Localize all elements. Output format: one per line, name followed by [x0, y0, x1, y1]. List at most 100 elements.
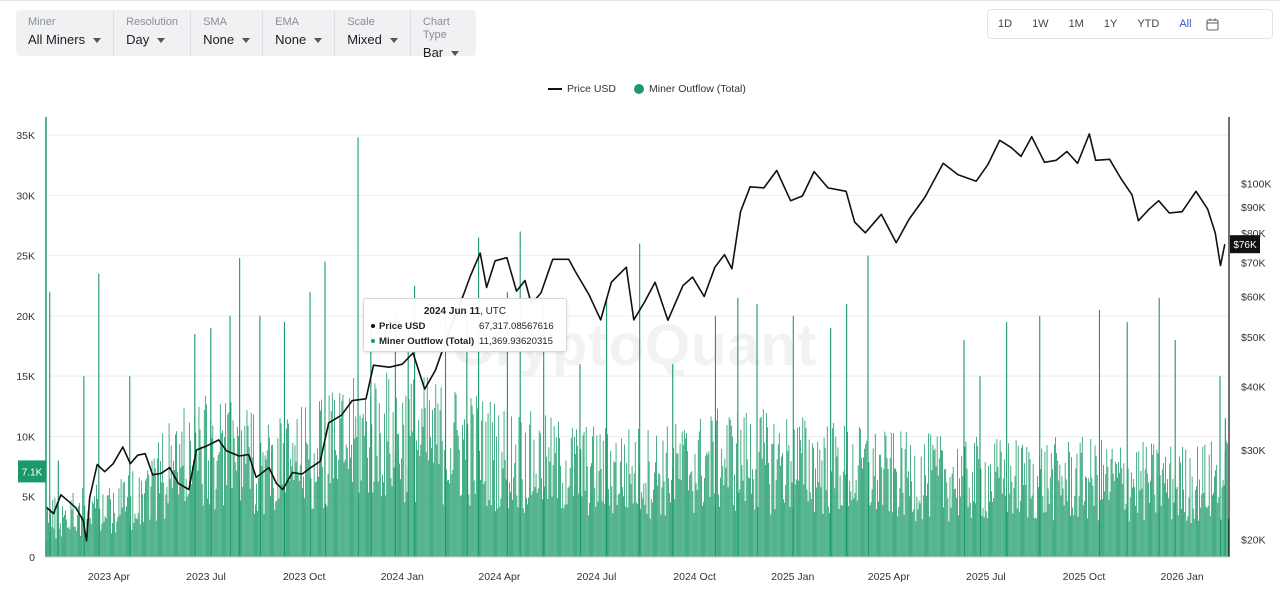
outflow-bar — [986, 518, 988, 557]
outflow-bar — [485, 421, 487, 557]
outflow-bar — [743, 417, 745, 557]
outflow-bar — [286, 428, 287, 557]
outflow-bar — [742, 480, 744, 557]
outflow-spike-bar — [283, 321, 285, 557]
range-all-button[interactable]: All — [1179, 18, 1192, 30]
filter-miner[interactable]: Miner All Miners — [16, 10, 115, 56]
outflow-bar — [472, 414, 474, 557]
outflow-bar — [566, 504, 568, 557]
outflow-bar — [536, 492, 538, 557]
outflow-bar — [274, 509, 276, 557]
outflow-bar — [1192, 508, 1194, 557]
current-outflow-label-box — [18, 460, 46, 483]
outflow-bar — [191, 484, 192, 557]
outflow-bar — [382, 474, 383, 557]
right-tick-label: $90K — [1241, 202, 1266, 214]
outflow-bar — [174, 469, 175, 557]
range-selector: 1D 1W 1M 1Y YTD All — [987, 9, 1273, 39]
outflow-bar — [676, 453, 678, 557]
outflow-bar — [1124, 509, 1126, 557]
outflow-bar — [826, 426, 828, 557]
legend-outflow[interactable]: Miner Outflow (Total) — [634, 83, 746, 95]
outflow-bar — [646, 513, 648, 557]
outflow-bar — [885, 435, 887, 557]
outflow-bar — [1125, 503, 1127, 557]
outflow-bar — [657, 485, 659, 557]
outflow-bar — [270, 496, 271, 557]
left-tick-label: 30K — [16, 190, 35, 202]
outflow-spike-bar — [1219, 376, 1221, 557]
outflow-bar — [1143, 519, 1145, 557]
outflow-bar — [917, 509, 919, 557]
x-tick-label: 2023 Apr — [88, 571, 131, 583]
outflow-bar — [783, 499, 784, 557]
outflow-bar — [1223, 485, 1225, 557]
outflow-bar — [544, 486, 545, 557]
outflow-bar — [872, 448, 874, 557]
outflow-bar — [434, 407, 436, 557]
outflow-bar — [715, 420, 717, 557]
outflow-bar — [464, 419, 465, 557]
range-1d-button[interactable]: 1D — [998, 18, 1013, 30]
outflow-bar — [260, 443, 262, 557]
range-1w-button[interactable]: 1W — [1032, 18, 1049, 30]
outflow-bar — [1057, 460, 1059, 557]
outflow-bar — [206, 404, 207, 557]
outflow-bar — [228, 412, 230, 557]
filter-scale[interactable]: Scale Mixed — [335, 10, 411, 56]
outflow-bar — [1214, 476, 1215, 557]
outflow-bar — [1184, 511, 1186, 557]
filter-sma[interactable]: SMA None — [191, 10, 264, 56]
filter-ema[interactable]: EMA None — [263, 10, 336, 56]
outflow-bar — [1222, 479, 1224, 557]
outflow-bar — [910, 445, 911, 557]
outflow-bar — [551, 496, 553, 557]
outflow-bar — [574, 436, 575, 557]
outflow-bar — [148, 474, 150, 557]
outflow-bar — [886, 458, 888, 557]
range-ytd-button[interactable]: YTD — [1137, 18, 1160, 30]
filter-chart-type[interactable]: Chart Type Bar — [411, 10, 476, 60]
outflow-bar — [72, 492, 74, 557]
outflow-bar — [178, 494, 180, 557]
outflow-bar — [879, 454, 880, 557]
range-1y-button[interactable]: 1Y — [1103, 18, 1118, 30]
legend-price[interactable]: Price USD — [548, 83, 616, 95]
outflow-spike-bar — [239, 258, 241, 557]
outflow-bar — [107, 495, 109, 557]
outflow-bar — [1118, 461, 1119, 557]
outflow-bar — [813, 447, 814, 557]
outflow-bar — [884, 431, 886, 557]
outflow-bar — [630, 484, 632, 557]
outflow-bar — [918, 500, 920, 557]
outflow-bar — [1090, 439, 1092, 557]
filter-value: Mixed — [347, 32, 382, 47]
right-tick-label: $60K — [1241, 292, 1266, 304]
outflow-bar — [1018, 512, 1020, 557]
outflow-bar — [372, 492, 374, 557]
outflow-bar — [658, 472, 660, 557]
outflow-bar — [597, 501, 599, 557]
outflow-bar — [71, 509, 73, 557]
outflow-bar — [1201, 494, 1203, 557]
outflow-bar — [750, 424, 751, 557]
outflow-bar — [99, 508, 101, 557]
outflow-bar — [626, 462, 628, 557]
outflow-bar — [1191, 476, 1193, 557]
outflow-bar — [1010, 465, 1012, 557]
outflow-bar — [268, 437, 270, 557]
filter-resolution[interactable]: Resolution Day — [114, 10, 192, 56]
outflow-bar — [929, 516, 931, 557]
outflow-bar — [825, 490, 827, 557]
outflow-bar — [647, 430, 649, 557]
outflow-bar — [163, 482, 165, 557]
range-1m-button[interactable]: 1M — [1068, 18, 1084, 30]
calendar-icon[interactable] — [1202, 10, 1224, 38]
outflow-spike-bar — [49, 291, 51, 557]
outflow-bar — [65, 510, 66, 557]
outflow-bar — [217, 455, 219, 557]
outflow-bar — [948, 521, 950, 557]
outflow-bar — [581, 496, 583, 557]
outflow-bar — [89, 517, 91, 557]
filter-label: Chart Type — [422, 16, 450, 41]
